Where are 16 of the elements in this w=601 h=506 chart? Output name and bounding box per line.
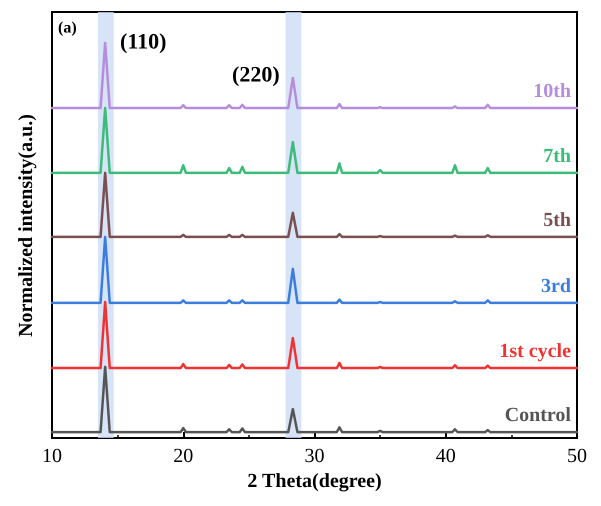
- x-axis-title: 2 Theta(degree): [247, 470, 382, 492]
- y-axis-title: Normalized intensity(a.u.): [14, 114, 38, 336]
- series-label: 10th: [533, 80, 571, 102]
- x-tick-label: 20: [173, 445, 194, 467]
- x-tick-label: 10: [42, 445, 62, 467]
- x-tick-label: 40: [436, 445, 456, 467]
- series-label: 5th: [543, 208, 571, 231]
- series-label: 3rd: [541, 274, 571, 297]
- annotation: (220): [232, 62, 280, 86]
- annotation: (110): [120, 28, 166, 54]
- text: (a): [58, 20, 77, 36]
- series-label: Control: [504, 404, 572, 426]
- series-label: 7th: [543, 144, 571, 167]
- x-tick-label: 50: [567, 445, 587, 467]
- series-label: 1st cycle: [499, 340, 572, 362]
- x-tick-label: 30: [304, 445, 324, 467]
